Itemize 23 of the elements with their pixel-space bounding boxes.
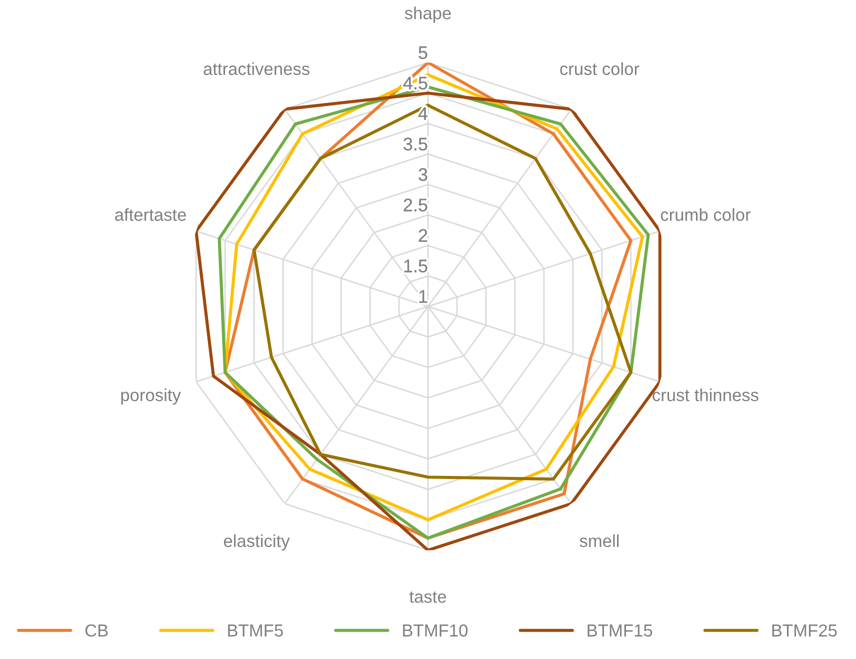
y-tick-label: 1 xyxy=(419,290,428,303)
y-tick-label: 2.5 xyxy=(404,198,428,212)
legend-label: CB xyxy=(85,624,108,637)
y-tick-label: 3.5 xyxy=(404,138,428,150)
spoke-label: crust color xyxy=(560,62,640,76)
y-tick-label: 4 xyxy=(418,107,428,120)
y-tick-label: 5 xyxy=(418,46,428,60)
legend-label: BTMF25 xyxy=(772,624,837,637)
legend-label: BTMF5 xyxy=(228,624,283,637)
spoke-label: aftertaste xyxy=(115,208,186,221)
y-tick-label: 3 xyxy=(418,168,428,181)
spoke-label: porosity xyxy=(121,388,181,405)
spoke-label: smell xyxy=(580,534,619,548)
y-tick-label: 2 xyxy=(418,229,428,242)
spoke-label: attractiveness xyxy=(204,62,310,76)
spoke-label: crumb color xyxy=(660,208,751,221)
spoke-label: crust thinness xyxy=(652,388,758,402)
y-tick-label: 1.5 xyxy=(404,260,428,272)
legend-label: BTMF10 xyxy=(403,624,468,637)
legend-label: BTMF15 xyxy=(588,624,652,637)
spoke-label: elasticity xyxy=(224,534,290,551)
spoke-label: shape xyxy=(404,6,451,23)
spoke-label: taste xyxy=(409,591,446,603)
